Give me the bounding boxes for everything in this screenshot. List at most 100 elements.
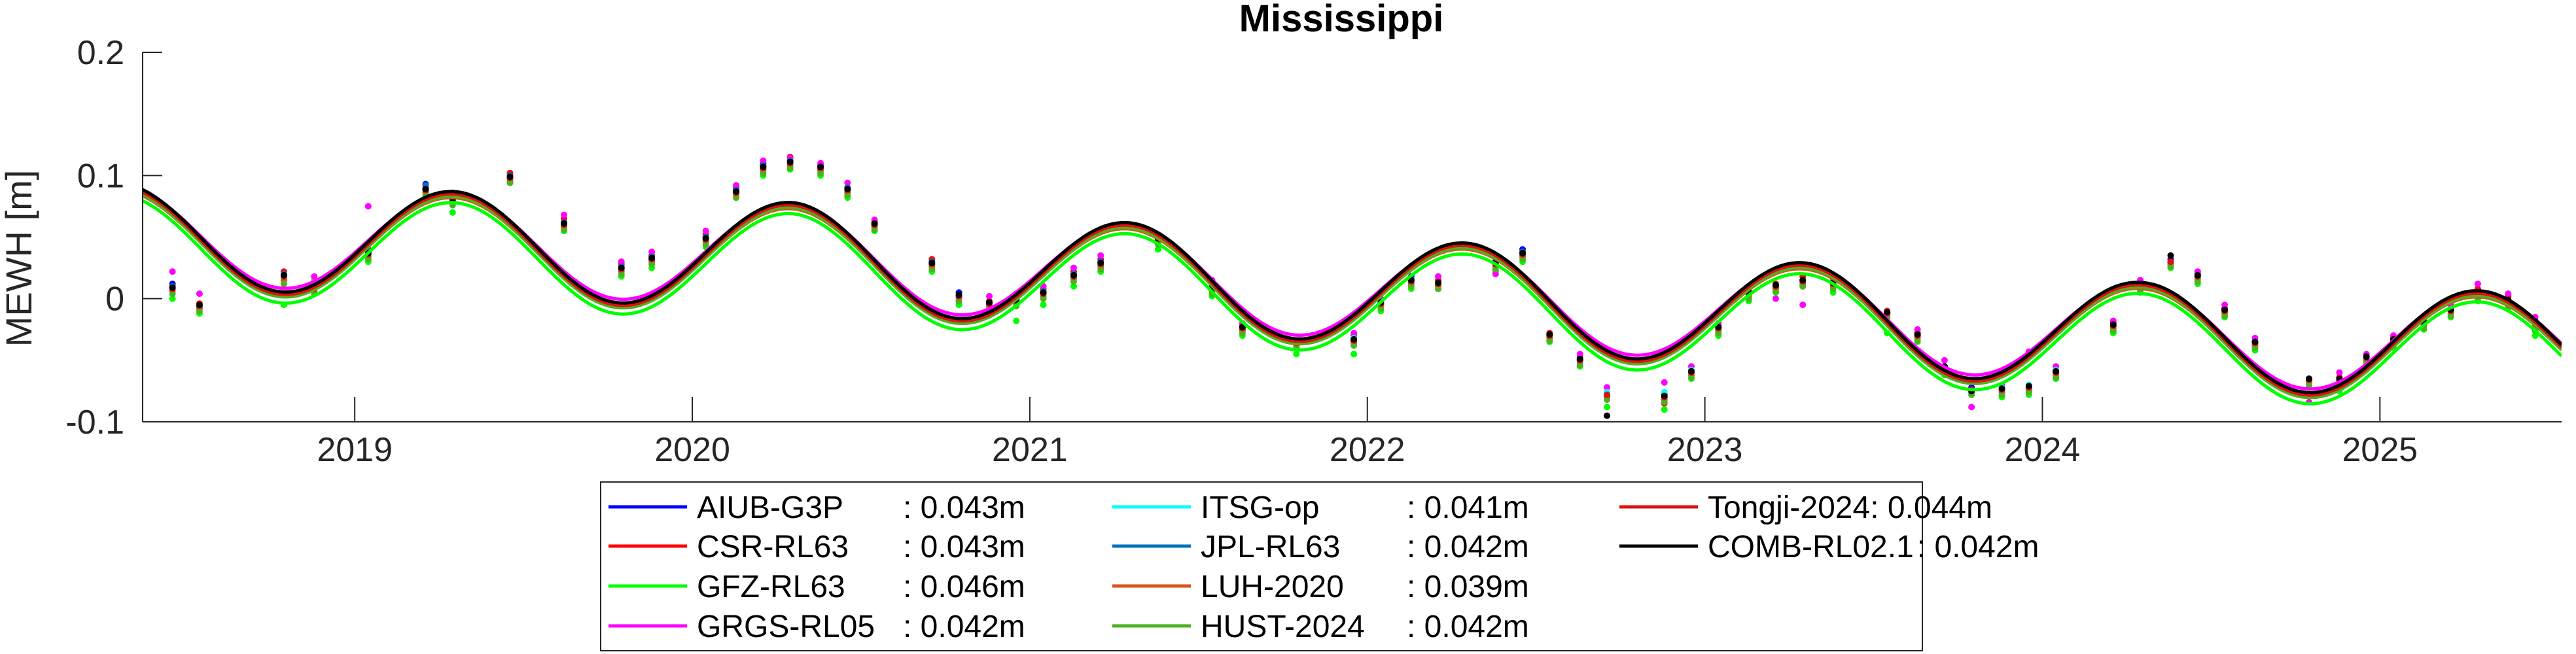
data-point [364,203,372,210]
data-point [2505,290,2512,298]
data-point [2474,281,2481,288]
data-point [618,264,625,271]
data-point [196,307,203,315]
legend-series-name: GFZ-RL63 [697,570,845,604]
legend-rmse: : 0.044m [1870,490,1992,525]
data-point [733,188,740,195]
data-point [733,182,740,189]
data-point [2221,301,2229,309]
legend-rmse: : 0.046m [903,570,1025,604]
legend-rmse: : 0.042m [1407,530,1529,564]
data-point [2221,306,2229,313]
data-point [2194,271,2201,279]
data-point [702,228,709,235]
series-line [143,194,2562,398]
data-point [2306,381,2313,388]
y-tick-label: 0 [105,281,124,318]
data-point [1914,326,1921,333]
data-point [1772,281,1779,288]
legend-rmse: : 0.043m [903,530,1025,564]
data-point [817,169,824,177]
data-point [2251,345,2259,351]
data-point [2363,353,2370,360]
data-point [760,157,767,164]
data-point [1435,285,1442,292]
x-tick-label: 2020 [654,431,730,469]
y-tick-label: 0.2 [77,34,124,72]
data-point [1097,266,1104,273]
data-point [1799,283,1807,290]
data-point [1604,396,1611,404]
data-point [844,186,851,193]
data-point [280,281,287,288]
legend-rmse: : 0.041m [1407,490,1529,525]
legend-rmse: : 0.039m [1407,570,1529,604]
data-point [985,299,993,306]
data-point [506,179,514,186]
data-point [1604,404,1611,411]
data-point [817,164,824,171]
data-point [1604,412,1611,419]
legend-series-name: GRGS-RL05 [697,610,875,644]
data-point [2336,369,2343,376]
data-point [955,298,962,305]
data-point [2306,375,2313,383]
axes: -0.1 0 0.1 0.2 2019 2020 2021 2022 2023 2024 2025 [65,34,2562,469]
data-point [1350,336,1358,343]
legend-rmse: : 0.042m [903,610,1025,644]
data-point [1040,289,1047,296]
x-tick-label: 2024 [2005,431,2081,469]
data-point [1941,356,1948,364]
data-point [1661,392,1668,400]
data-point [1070,283,1077,290]
data-point [364,256,372,263]
y-axis-label: MEWH [m] [0,170,39,347]
data-point [561,220,568,227]
data-point [196,290,203,298]
x-tick-label: 2022 [1330,431,1405,469]
data-point [1070,264,1077,271]
data-point [449,209,456,216]
legend-rmse: : 0.042m [1917,530,2039,564]
data-point [1799,277,1807,284]
data-point [2251,338,2259,345]
data-point [618,271,625,277]
data-point [618,258,625,266]
data-point [1884,309,1891,316]
data-point [1070,278,1077,285]
data-point [311,273,318,280]
data-point [2167,263,2174,270]
data-point [2025,383,2032,390]
data-point [648,249,656,256]
data-point [1070,271,1077,279]
data-point [648,260,656,267]
data-point [1435,273,1442,280]
data-point [844,179,851,186]
data-point [1661,379,1668,386]
data-point [2109,327,2117,334]
data-point [1687,374,1695,381]
data-point [2025,388,2032,396]
data-point [422,186,429,193]
model-lines-layer [143,188,2562,405]
data-point [2447,313,2454,320]
data-point [871,220,878,227]
data-point [1293,351,1300,358]
data-point [2167,258,2174,266]
x-tick-label: 2023 [1667,431,1743,469]
data-point [169,268,176,275]
data-point [1546,337,1553,344]
data-point [280,271,287,279]
series-line [143,190,2562,397]
data-point [561,226,568,233]
data-point [1519,256,1526,263]
data-point [786,158,794,165]
data-point [928,266,936,273]
data-point [760,169,767,177]
data-point [1239,330,1246,337]
data-point [1040,295,1047,302]
data-point [1576,355,1583,362]
legend-rmse: : 0.043m [903,490,1025,525]
data-point [561,211,568,218]
